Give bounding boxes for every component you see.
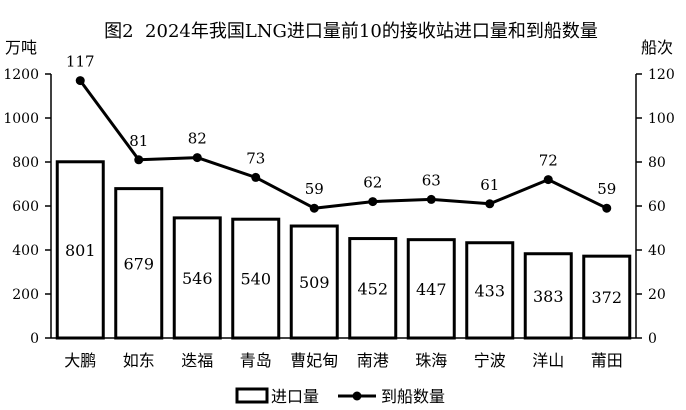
axes: 0 200 400 600 800 1000 1200 0 20 40 60 80 100 120 [3,67,674,347]
vessel-count-line [79,79,608,210]
right-axis-tick-label: 40 [648,243,666,259]
left-axis-unit: 万吨 [5,38,37,57]
import-volume-label: 433 [474,281,505,300]
category-label: 大鹏 [64,351,96,370]
import-volume-label: 452 [357,279,388,298]
vessel-count-point [251,172,261,182]
vessel-count-point [134,155,144,165]
legend-marker-swatch [352,391,362,401]
import-volume-label: 383 [533,287,564,306]
vessel-count-label: 63 [422,171,441,189]
vessel-count-label: 73 [246,149,265,167]
vessel-count-label: 117 [66,53,95,71]
import-volume-label: 509 [299,273,330,292]
left-axis-tick-label: 1000 [3,111,39,127]
vessel-count-label: 59 [597,180,616,198]
vessel-count-point [75,76,85,86]
import-volume-bar [582,254,632,340]
vessel-count-label: 62 [363,174,382,192]
vessel-count-point [309,203,319,213]
category-label: 洋山 [532,351,564,370]
vessel-count-label: 81 [129,132,148,150]
category-label: 宁波 [474,351,506,370]
category-label: 如东 [123,351,155,370]
left-axis-tick-label: 1200 [3,67,39,83]
legend-item-import-volume: 进口量 [235,387,319,406]
vessel-count-point [485,199,495,209]
right-axis-tick-label: 80 [648,155,666,171]
import-volume-bar [172,216,222,340]
vessel-count-point [368,197,378,207]
category-label: 莆田 [591,351,623,370]
vessel-count-label: 72 [539,152,558,170]
legend: 进口量 到船数量 [235,387,445,406]
vessel-count-series: 117 81 82 73 59 62 63 61 72 59 [66,53,616,213]
legend-bar-swatch [235,387,269,404]
category-label: 青岛 [240,351,272,370]
vessel-count-label: 82 [188,130,207,148]
legend-label-vessel-count: 到船数量 [381,387,445,406]
import-volume-labels: 801 679 546 540 509 452 447 433 383 372 [65,241,622,307]
import-volume-bar [55,160,105,340]
import-volume-label: 447 [416,280,447,299]
import-volume-bars [55,160,632,340]
vessel-count-label: 61 [480,176,499,194]
category-label: 迭福 [181,351,213,370]
import-volume-bar [114,187,164,340]
category-label: 南港 [357,351,389,370]
import-volume-label: 801 [65,241,96,260]
import-volume-label: 546 [182,269,213,288]
left-axis-tick-label: 400 [12,243,39,259]
category-label: 珠海 [415,351,447,370]
left-axis-tick-label: 0 [30,331,39,347]
right-axis-tick-label: 60 [648,199,666,215]
import-volume-bar [406,238,456,340]
legend-label-import-volume: 进口量 [271,387,319,406]
left-axis-tick-label: 600 [12,199,39,215]
import-volume-bar [465,241,515,340]
right-axis-unit: 船次 [641,38,673,57]
vessel-count-point [543,175,553,185]
left-axis-tick-label: 800 [12,155,39,171]
vessel-count-point [192,153,202,163]
right-axis-tick-label: 100 [648,111,675,127]
vessel-count-point [602,203,612,213]
left-axis-tick-label: 200 [12,287,39,303]
vessel-count-point [426,194,436,204]
import-volume-label: 540 [240,270,271,289]
right-axis-tick-label: 120 [648,67,675,83]
legend-item-vessel-count: 到船数量 [338,387,445,406]
right-axis-tick-label: 20 [648,287,666,303]
right-axis-tick-label: 0 [648,331,657,347]
import-volume-bar [523,252,573,340]
category-labels: 大鹏 如东 迭福 青岛 曹妃甸 南港 珠海 宁波 洋山 莆田 [64,351,623,370]
import-volume-label: 372 [591,288,622,307]
category-label: 曹妃甸 [290,351,338,370]
chart-title: 图2 2024年我国LNG进口量前10的接收站进口量和到船数量 [104,21,598,42]
import-volume-label: 679 [123,254,154,273]
vessel-count-label: 59 [305,180,324,198]
